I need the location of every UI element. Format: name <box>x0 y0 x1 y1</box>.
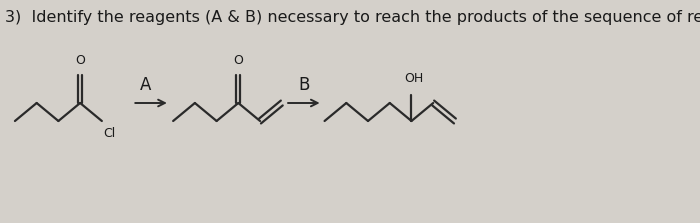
Text: 3)  Identify the reagents (A & B) necessary to reach the products of the sequenc: 3) Identify the reagents (A & B) necessa… <box>6 10 700 25</box>
Text: O: O <box>75 54 85 67</box>
Text: Cl: Cl <box>103 127 116 140</box>
Text: OH: OH <box>404 72 423 85</box>
Text: A: A <box>140 76 151 94</box>
Text: B: B <box>298 76 309 94</box>
Text: O: O <box>233 54 244 67</box>
